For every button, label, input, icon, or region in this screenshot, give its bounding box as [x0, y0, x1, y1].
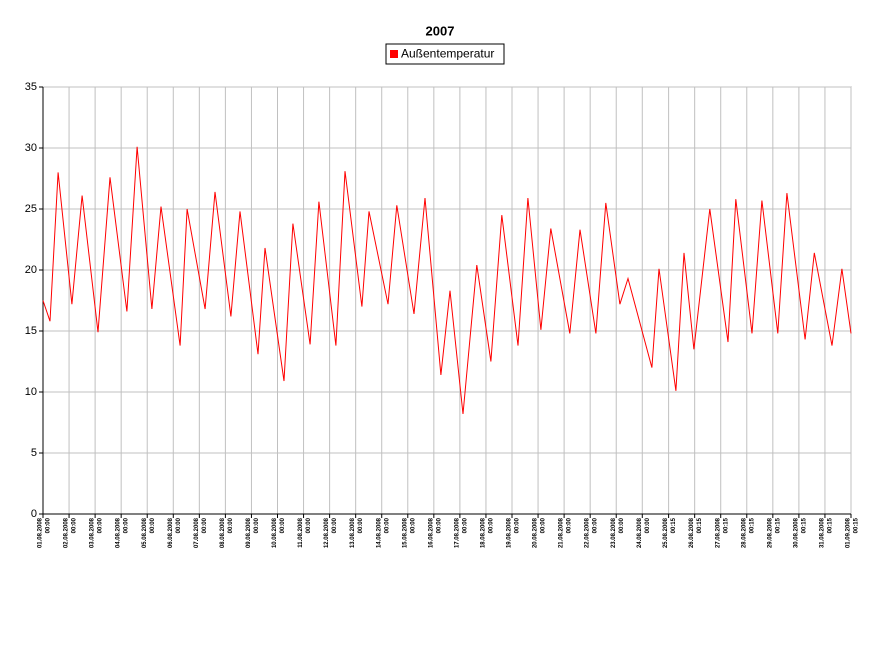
x-tick-time: 00:00 [515, 517, 521, 533]
y-tick-label: 0 [31, 508, 37, 520]
x-tick-time: 00:00 [280, 517, 286, 533]
x-tick-time: 00:00 [124, 517, 130, 533]
x-tick-label: 01.09.2008 [846, 517, 852, 548]
x-tick-time: 00:00 [645, 517, 651, 533]
y-tick-label: 15 [25, 325, 37, 337]
x-tick-label: 02.08.2008 [64, 517, 70, 548]
x-tick-label: 03.08.2008 [90, 517, 96, 548]
legend-swatch [390, 50, 398, 58]
x-tick-time: 00:15 [671, 517, 677, 533]
x-tick-time: 00:00 [436, 517, 442, 533]
x-tick-label: 14.08.2008 [376, 517, 382, 548]
x-tick-label: 12.08.2008 [324, 517, 330, 548]
x-tick-time: 00:00 [332, 517, 338, 533]
x-tick-label: 18.08.2008 [481, 517, 487, 548]
x-tick-time: 00:00 [72, 517, 78, 533]
line [42, 146, 852, 415]
x-tick-time: 00:00 [593, 517, 599, 533]
x-tick-label: 04.08.2008 [116, 517, 122, 548]
x-tick-time: 00:00 [619, 517, 625, 533]
y-tick-label: 30 [25, 142, 37, 154]
x-tick-label: 31.08.2008 [820, 517, 826, 548]
x-tick-label: 28.08.2008 [741, 517, 747, 548]
x-tick-label: 27.08.2008 [715, 517, 721, 548]
x-tick-label: 05.08.2008 [142, 517, 148, 548]
plot-area [42, 86, 852, 515]
x-tick-label: 08.08.2008 [220, 517, 226, 548]
x-tick-time: 00:00 [567, 517, 573, 533]
x-tick-time: 00:00 [228, 517, 234, 533]
x-tick-time: 00:00 [254, 517, 260, 533]
x-tick-label: 23.08.2008 [611, 517, 617, 548]
x-tick-time: 00:15 [828, 517, 834, 533]
legend-box [385, 43, 505, 65]
x-tick-time: 00:15 [697, 517, 703, 533]
y-tick-label: 25 [25, 203, 37, 215]
x-tick-label: 19.08.2008 [507, 517, 513, 548]
x-tick-time: 00:00 [358, 517, 364, 533]
x-tick-time: 00:00 [46, 517, 52, 533]
x-tick-time: 00:00 [384, 517, 390, 533]
x-tick-label: 24.08.2008 [637, 517, 643, 548]
x-tick-label: 21.08.2008 [559, 517, 565, 548]
x-tick-time: 00:15 [723, 517, 729, 533]
chart-title: 2007 [426, 23, 455, 38]
x-tick-label: 13.08.2008 [350, 517, 356, 548]
x-tick-label: 16.08.2008 [428, 517, 434, 548]
x-tick-time: 00:00 [306, 517, 312, 533]
x-tick-label: 30.08.2008 [793, 517, 799, 548]
x-tick-label: 01.08.2008 [38, 517, 44, 548]
x-tick-time: 00:15 [775, 517, 781, 533]
y-tick-label: 20 [25, 264, 37, 276]
x-tick-label: 06.08.2008 [168, 517, 174, 548]
y-tick-label: 35 [25, 81, 37, 93]
x-tick-time: 00:15 [801, 517, 807, 533]
x-tick-time: 00:00 [202, 517, 208, 533]
x-tick-label: 22.08.2008 [585, 517, 591, 548]
x-tick-time: 00:00 [176, 517, 182, 533]
x-tick-label: 26.08.2008 [689, 517, 695, 548]
y-tick-label: 5 [31, 447, 37, 459]
x-tick-time: 00:00 [410, 517, 416, 533]
x-tick-time: 00:00 [462, 517, 468, 533]
legend-label: Außentemperatur [401, 47, 494, 61]
x-tick-time: 00:15 [749, 517, 755, 533]
x-tick-time: 00:00 [98, 517, 104, 533]
x-tick-label: 15.08.2008 [402, 517, 408, 548]
y-tick-label: 10 [25, 386, 37, 398]
x-tick-label: 07.08.2008 [194, 517, 200, 548]
x-tick-time: 00:15 [854, 517, 860, 533]
x-tick-time: 00:00 [150, 517, 156, 533]
legend: Außentemperatur [385, 43, 505, 65]
x-tick-label: 29.08.2008 [767, 517, 773, 548]
x-tick-label: 10.08.2008 [272, 517, 278, 548]
x-tick-label: 11.08.2008 [298, 517, 304, 547]
x-tick-label: 09.08.2008 [246, 517, 252, 548]
x-tick-label: 17.08.2008 [454, 517, 460, 548]
x-tick-time: 00:00 [489, 517, 495, 533]
x-tick-time: 00:00 [541, 517, 547, 533]
x-tick-label: 20.08.2008 [533, 517, 539, 548]
x-tick-label: 25.08.2008 [663, 517, 669, 548]
